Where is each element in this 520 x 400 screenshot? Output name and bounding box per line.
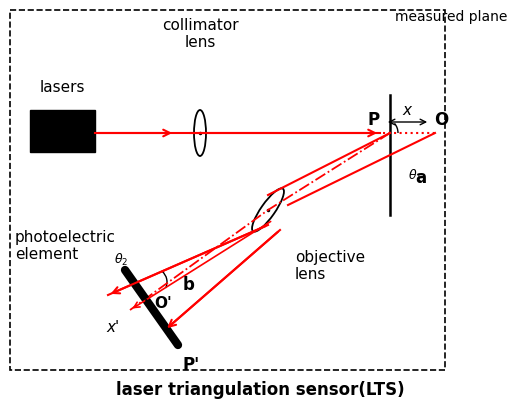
Bar	[10, 10, 445, 370]
Text: collimator
lens: collimator lens	[162, 18, 238, 50]
Text: b: b	[183, 276, 195, 294]
Ellipse shape	[194, 110, 206, 156]
Text: O: O	[434, 111, 448, 129]
Text: photoelectric
element: photoelectric element	[15, 230, 116, 262]
Text: $\theta_2$: $\theta_2$	[114, 252, 128, 268]
Text: x': x'	[107, 320, 120, 336]
Text: a: a	[415, 169, 426, 187]
Text: lasers: lasers	[39, 80, 85, 95]
Text: O': O'	[154, 296, 172, 310]
Text: measured plane: measured plane	[395, 10, 508, 24]
Text: $\theta_1$: $\theta_1$	[408, 168, 422, 184]
Text: x: x	[402, 103, 411, 118]
Bar	[30, 110, 95, 152]
Text: P': P'	[183, 356, 200, 374]
Text: objective
lens: objective lens	[295, 250, 365, 282]
Ellipse shape	[252, 188, 284, 232]
Text: laser triangulation sensor(LTS): laser triangulation sensor(LTS)	[115, 381, 405, 399]
Text: P: P	[368, 111, 380, 129]
